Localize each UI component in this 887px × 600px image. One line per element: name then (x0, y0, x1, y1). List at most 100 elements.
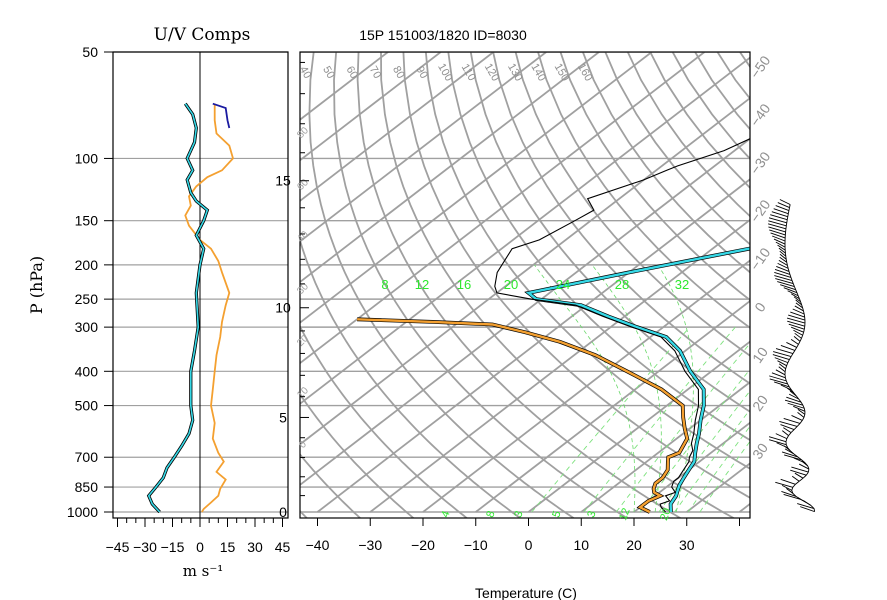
wind-barb-flag (788, 393, 800, 400)
wind-barb-flag (777, 281, 795, 288)
isotherm (300, 56, 750, 405)
isotherm (580, 381, 750, 513)
wind-barb-flag (772, 354, 790, 361)
wind-barb-flag (783, 427, 792, 433)
dry-adiabat-label-50: 50 (320, 64, 337, 81)
bottom-label-4: 4 (439, 509, 452, 519)
mixing-ratio-labels: 8 12 16 20 24 28 32 (381, 277, 689, 292)
wind-barb-shaft (785, 365, 788, 369)
mixing-ratio-label-28: 28 (615, 277, 629, 292)
wind-barb-shaft (802, 474, 807, 479)
wind-barb-flag (779, 253, 787, 260)
dry-adiabat-labels: 40 50 60 70 80 90 100 110 120 130 140 150 160 (297, 62, 595, 84)
left-isotherm-label: 60 (295, 177, 311, 193)
wind-barb-flag (781, 484, 792, 491)
wind-barb-flag (783, 287, 798, 294)
uv-xtick-label-0: 0 (196, 539, 204, 555)
wind-barb-flag (797, 412, 805, 418)
mixing-ratio-label-24: 24 (556, 277, 570, 292)
wind-barb-flag (769, 378, 788, 385)
wind-barb-shaft (787, 213, 789, 217)
wind-barb-shaft (803, 329, 805, 333)
wind-barb-flag (795, 302, 803, 309)
wind-barb-flag (769, 229, 786, 236)
dry-adiabat-label-80: 80 (390, 64, 407, 81)
wind-barb-flag (793, 336, 801, 342)
wind-barb-shaft (802, 332, 805, 336)
wind-barb-flag (793, 329, 803, 336)
bottom-label-8: 8 (484, 509, 497, 519)
wind-barb-flag (780, 384, 792, 391)
left-isotherm-label: 80 (295, 125, 311, 141)
wind-barb-shaft (795, 480, 800, 485)
mixing-ratio-line (658, 390, 750, 513)
wind-barb-flag (773, 208, 789, 215)
dry-adiabat (447, 52, 750, 442)
left-isotherm-label: 40 (295, 229, 311, 245)
wind-barb-flag (782, 430, 789, 436)
uv-ytick-label-250: 250 (75, 291, 99, 307)
wind-barb-flag (786, 342, 797, 348)
wind-barb-flag (783, 418, 801, 424)
wind-barb-flag (770, 232, 786, 239)
wind-barb-flag (780, 345, 796, 351)
wind-barb-shaft (790, 429, 795, 433)
wind-barb-shaft (798, 341, 801, 345)
dry-adiabat (424, 52, 750, 470)
wind-barb-flag (801, 460, 809, 467)
isotherm-label-−30: −30 (747, 149, 774, 178)
wind-barb-flag (775, 205, 790, 212)
mixing-ratio-label-8: 8 (381, 277, 388, 292)
wind-barb-flag (790, 326, 804, 333)
isotherm (422, 259, 750, 513)
uv-title: U/V Comps (154, 25, 251, 45)
isotherm-label-−10: −10 (747, 245, 774, 274)
mixing-ratio-label-20: 20 (504, 277, 518, 292)
wind-barb-flag (774, 272, 792, 278)
dry-adiabat (881, 36, 887, 520)
uv-ytick-label-1000: 1000 (67, 504, 98, 520)
isotherm (300, 97, 750, 446)
mixing-ratio-line (583, 326, 736, 513)
isotherm (300, 52, 442, 162)
wind-barb-flag (784, 399, 804, 406)
dry-adiabat-label-120: 120 (482, 62, 502, 84)
isotherm (300, 52, 547, 243)
wind-barb-flag (769, 375, 787, 382)
wind-barb-flag (795, 299, 802, 306)
wind-barb-flag (797, 408, 806, 415)
isotherm-label-−50: −50 (747, 53, 774, 82)
isotherm (300, 52, 653, 324)
wind-barb-shaft (789, 204, 791, 208)
uv-ytick-label-200: 200 (75, 257, 99, 273)
wind-barb-flag (786, 396, 802, 403)
left-isotherm-label: 0 (297, 439, 309, 451)
wind-barb-flag (787, 402, 805, 409)
wind-barb-flag (781, 490, 797, 497)
wind-barb-flag (786, 317, 806, 324)
wind-barb-shaft (801, 335, 804, 339)
isotherm (369, 218, 750, 513)
uv-ytick-label-50: 50 (82, 44, 98, 60)
wind-barb-flag (786, 387, 795, 394)
temperature-tick-label-−20: −20 (411, 537, 435, 553)
isotherm (316, 178, 750, 513)
temperature-axis-label: Temperature (C) (475, 585, 577, 600)
uv-ytick-label-300: 300 (75, 319, 99, 335)
wind-barb-flag (794, 305, 804, 312)
wind-barb-flag (768, 439, 787, 446)
wind-barb-flag (790, 469, 807, 476)
left-isotherm-label: 10 (295, 385, 311, 401)
left-isotherm-label: 30 (295, 281, 311, 297)
dry-adiabat (816, 36, 887, 520)
wind-barb-flag (777, 360, 787, 367)
bottom-label-20: 20 (658, 507, 673, 523)
wind-barb-flag (778, 366, 786, 373)
skewt-panel: 15P 151003/1820 ID=8030 40 50 60 70 80 90 100 1… (275, 27, 887, 600)
wind-barb-flag (775, 369, 786, 376)
temperature-tick-label-−30: −30 (358, 537, 382, 553)
dry-adiabat-label-130: 130 (505, 62, 525, 84)
wind-barb-flag (789, 390, 797, 397)
wind-barb-shaft (788, 432, 792, 436)
